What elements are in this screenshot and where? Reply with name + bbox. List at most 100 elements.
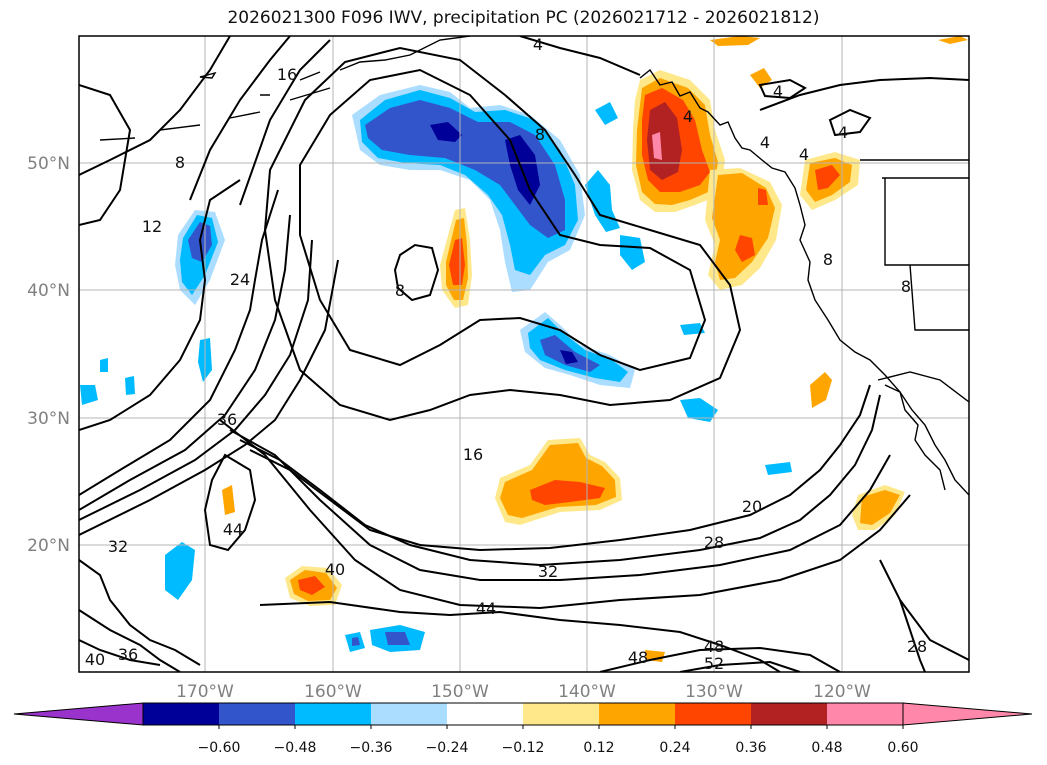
negative-anomaly-region: [585, 102, 645, 270]
lon-label-150w: 150°W: [431, 682, 489, 702]
positive-anomaly-region: [815, 165, 840, 190]
iwv-contour-line: [249, 384, 871, 552]
iwv-contour-line: [519, 36, 641, 76]
colorbar-tick-label: −0.60: [198, 740, 241, 756]
contour-labels: 4 4 4 4 4 4 8 8 8 8 8 12 16 16 20 24 28 …: [85, 35, 927, 673]
contour-label: 4: [760, 133, 770, 152]
colorbar-ticks: −0.60 −0.48 −0.36 −0.24 −0.12 0.12 0.24 0.36 0.4…: [198, 725, 919, 756]
contour-label: 8: [901, 277, 911, 296]
contour-label: 16: [277, 65, 297, 84]
contour-label: 20: [742, 497, 762, 516]
contour-label: 4: [799, 145, 809, 164]
colorbar-segment: [371, 703, 447, 725]
iwv-contour-line: [599, 646, 841, 672]
contour-label: 44: [223, 520, 243, 539]
colorbar-segment: [827, 703, 903, 725]
colorbar: −0.60 −0.48 −0.36 −0.24 −0.12 0.12 0.24 0.36 0.4…: [13, 702, 1033, 756]
colorbar-tick-label: −0.48: [274, 740, 317, 756]
positive-anomaly-region: [860, 490, 900, 525]
iwv-contour-line: [189, 36, 291, 201]
colorbar-segments: [143, 703, 903, 725]
colorbar-segment: [599, 703, 675, 725]
contour-label: 8: [395, 281, 405, 300]
positive-anomaly-region: [735, 188, 768, 262]
iwv-contour-line: [828, 108, 872, 137]
contour-label: 48: [628, 648, 648, 667]
map-panel: 4 4 4 4 4 4 8 8 8 8 8 12 16 16 20 24 28 …: [78, 35, 970, 673]
colorbar-extend-low: [13, 702, 144, 726]
contour-label: 4: [533, 35, 543, 54]
iwv-contour-line: [879, 559, 969, 661]
iwv-contour-line: [229, 429, 891, 581]
coastline: [99, 36, 969, 496]
colorbar-segment: [219, 703, 295, 725]
lat-label-50n: 50°N: [27, 154, 70, 174]
contour-label: 52: [704, 654, 724, 673]
iwv-contour-line: [758, 78, 807, 100]
contour-label: 32: [538, 562, 558, 581]
lat-label-20n: 20°N: [27, 536, 70, 556]
positive-anomaly-region: [298, 576, 325, 595]
latitude-labels: 50°N 40°N 30°N 20°N: [27, 154, 70, 556]
contour-label: 12: [142, 217, 162, 236]
contour-label: 40: [85, 650, 105, 669]
contour-label: 40: [325, 560, 345, 579]
iwv-contour-line: [219, 419, 911, 610]
lon-label-130w: 130°W: [685, 682, 743, 702]
lat-label-40n: 40°N: [27, 281, 70, 301]
iwv-contour-line: [79, 259, 339, 536]
precip-pc-fill: [80, 36, 968, 662]
colorbar-tick-label: −0.36: [350, 740, 393, 756]
colorbar-segment: [447, 703, 523, 725]
iwv-contours: [79, 36, 969, 672]
iwv-contour-line: [79, 639, 161, 666]
longitude-labels: 170°W 160°W 150°W 140°W 130°W 120°W: [176, 682, 871, 702]
contour-label: 24: [230, 270, 250, 289]
negative-anomaly-region: [560, 350, 578, 364]
negative-anomaly-region: [528, 318, 628, 382]
colorbar-tick-label: 0.60: [887, 740, 918, 756]
positive-anomaly-region: [530, 480, 605, 505]
colorbar-tick-label: −0.24: [426, 740, 469, 756]
colorbar-segment: [751, 703, 827, 725]
contour-label: 8: [175, 153, 185, 172]
contour-label: 28: [907, 637, 927, 656]
negative-anomaly-region: [352, 632, 410, 646]
negative-anomaly-region: [430, 122, 540, 205]
contour-label: 4: [838, 123, 848, 142]
iwv-contour-line: [899, 599, 926, 672]
iwv-contour-line: [759, 76, 969, 111]
negative-anomaly-region: [365, 100, 565, 238]
colorbar-extend-high: [902, 702, 1033, 726]
iwv-contour-line: [239, 39, 331, 206]
contour-label: 48: [704, 637, 724, 656]
iwv-contour-line: [79, 36, 231, 176]
contour-label: 8: [823, 250, 833, 269]
lon-label-160w: 160°W: [304, 682, 362, 702]
iwv-contour-line: [79, 179, 241, 431]
iwv-contour-line: [679, 660, 801, 672]
colorbar-segment: [675, 703, 751, 725]
colorbar-tick-label: 0.36: [735, 740, 766, 756]
iwv-contour-line: [259, 600, 781, 672]
positive-anomaly-region: [652, 132, 662, 160]
contour-label: 36: [217, 410, 237, 429]
iwv-contour-line: [79, 189, 279, 496]
map-frame: [78, 35, 970, 673]
iwv-contour-line: [79, 214, 291, 511]
iwv-contour-line: [263, 46, 742, 422]
colorbar-tick-label: 0.24: [659, 740, 690, 756]
graticule: [79, 36, 969, 672]
contour-label: 32: [108, 537, 128, 556]
contour-label: 44: [476, 599, 496, 618]
iwv-contour-line: [79, 239, 313, 521]
contour-label: 4: [683, 107, 693, 126]
contour-label: 28: [704, 533, 724, 552]
colorbar-segment: [523, 703, 599, 725]
iwv-contour-line: [79, 609, 181, 672]
lon-label-120w: 120°W: [813, 682, 871, 702]
colorbar-tick-label: 0.48: [811, 740, 842, 756]
figure-title: 2026021300 F096 IWV, precipitation PC (2…: [227, 8, 820, 28]
colorbar-tick-label: 0.12: [583, 740, 614, 756]
